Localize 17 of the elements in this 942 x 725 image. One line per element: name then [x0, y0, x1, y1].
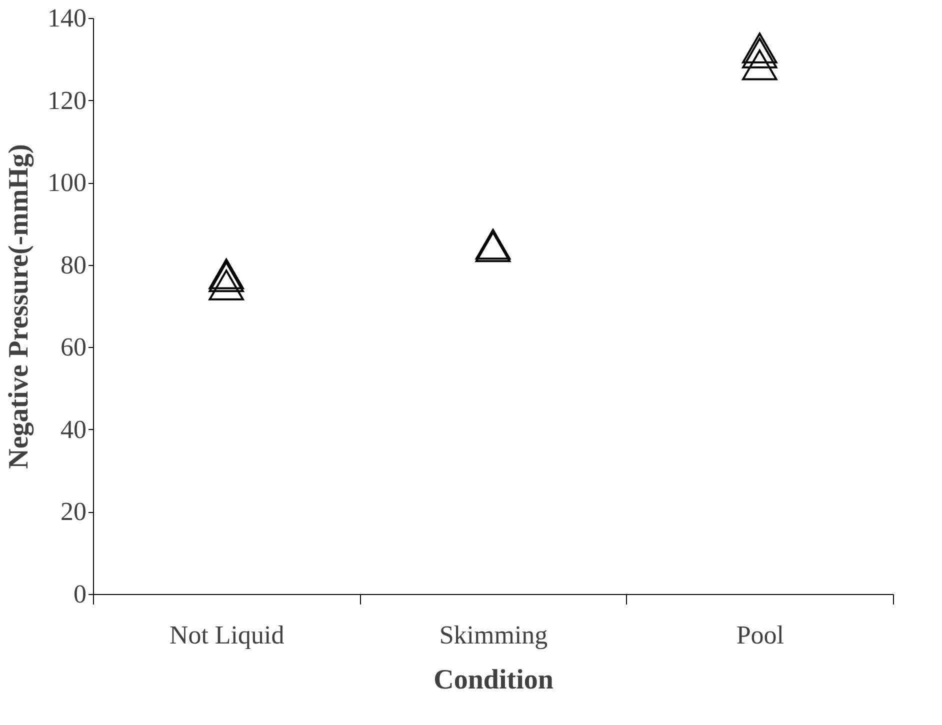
y-tick-label: 120: [48, 86, 86, 115]
x-axis-title: Condition: [434, 664, 554, 696]
x-tick-label: Pool: [736, 620, 784, 650]
y-tick-label: 80: [60, 250, 86, 280]
y-tick-label: 60: [60, 332, 86, 362]
x-tick-label: Skimming: [439, 620, 548, 650]
y-tick-label: 20: [60, 497, 86, 526]
y-tick-label: 40: [60, 414, 86, 444]
y-tick-label: 0: [74, 580, 86, 608]
point: [742, 38, 778, 68]
x-tick-label: Not Liquid: [169, 620, 284, 650]
y-tick-label: 100: [48, 168, 86, 198]
point: [208, 270, 244, 300]
point: [742, 50, 778, 80]
y-axis-title: Negative Pressure(-mmHg): [4, 144, 34, 469]
point: [742, 32, 778, 64]
y-tick-label: 140: [48, 4, 86, 32]
